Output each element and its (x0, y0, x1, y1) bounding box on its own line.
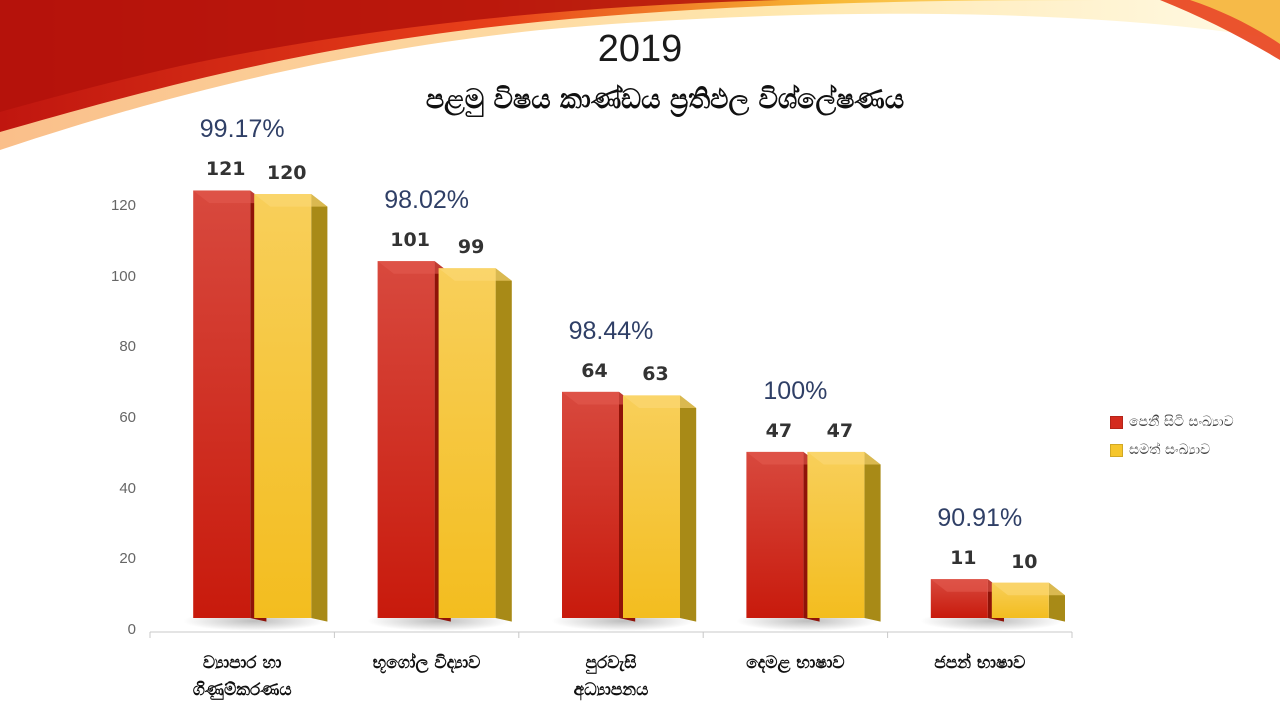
data-label: 10 (1011, 550, 1038, 573)
bar-pass (623, 395, 697, 622)
bar-pass-top (991, 582, 1065, 596)
bar-pass-side (311, 194, 328, 622)
bar-sat-front (193, 190, 251, 618)
data-label: 101 (390, 229, 430, 252)
bar-pass-top (623, 395, 697, 408)
legend: පෙනී සිටි සංඛ්‍යාව සමත් සංඛ්‍යාව (1110, 414, 1234, 470)
y-tick-label: 20 (119, 550, 136, 568)
category-label: භූගෝල විද්‍යාව (335, 650, 519, 677)
pass-rate-annotation: 99.17% (199, 115, 285, 144)
bar-pass-front (623, 395, 680, 618)
category-label: දෙමළ භාෂාව (703, 650, 887, 677)
data-label: 99 (457, 236, 485, 259)
pass-rate-annotation: 98.02% (384, 186, 469, 215)
bar-pass (991, 582, 1065, 622)
bar-sat-front (746, 451, 804, 618)
bar-pass-front (807, 451, 865, 618)
bar-pass-front (254, 194, 312, 618)
category-label-line: ගිණුම්කරණය (192, 680, 292, 701)
bar-pass (438, 268, 512, 622)
y-tick-label: 100 (110, 267, 136, 285)
data-label: 47 (826, 419, 854, 442)
y-tick-label: 80 (119, 338, 136, 356)
chart-title: 2019 (597, 28, 683, 70)
category-label: පුරවැසි අධ්‍යාපනය (519, 650, 703, 704)
data-label: 63 (642, 363, 669, 386)
data-label: 47 (765, 419, 793, 442)
category-label-line: අධ්‍යාපනය (573, 680, 649, 701)
bar-pass (254, 194, 328, 622)
category-label-line: භූගෝල විද්‍යාව (372, 653, 481, 673)
bar-sat-top (746, 451, 820, 465)
bar-sat-top (930, 579, 1004, 592)
bar-pass-side (495, 268, 512, 622)
data-label: 121 (205, 158, 246, 181)
bar-pass (807, 451, 881, 622)
category-label-line: පුරවැසි (585, 653, 637, 673)
pass-rate-annotation: 98.44% (568, 316, 654, 345)
chart-subtitle: පළමු විෂය කාණ්ඩය ප්‍රතිඵල විශ්ලේෂණය (425, 84, 905, 115)
category-label-line: දෙමළ භාෂාව (746, 653, 845, 673)
category-label-line: ව්‍යාපාර හා (202, 653, 282, 673)
category-label-line: ජපන් භාෂාව (934, 653, 1026, 673)
bar-pass-side (680, 395, 697, 622)
bar-sat-front (562, 391, 619, 618)
legend-label-sat: පෙනී සිටි සංඛ්‍යාව (1129, 414, 1234, 430)
data-label: 11 (950, 547, 977, 570)
category-label: ව්‍යාපාර හා ගිණුම්කරණය (150, 650, 334, 704)
bar-pass-side (864, 451, 881, 622)
pass-rate-annotation: 100% (763, 376, 828, 405)
legend-item-pass: සමත් සංඛ්‍යාව (1110, 442, 1234, 458)
legend-item-sat: පෙනී සිටි සංඛ්‍යාව (1110, 414, 1234, 430)
bar-pass-top (807, 451, 881, 465)
bar-pass-front (438, 268, 496, 618)
bar-sat-top (562, 391, 636, 405)
bar-sat-top (193, 190, 267, 204)
bar-sat-top (377, 261, 451, 274)
bar-pass-top (438, 268, 512, 281)
y-tick-label: 40 (119, 479, 136, 497)
bar-sat-front (377, 261, 435, 618)
legend-swatch-pass (1110, 443, 1123, 457)
pass-rate-annotation: 90.91% (937, 504, 1023, 533)
y-tick-label: 0 (127, 621, 136, 638)
y-tick-label: 120 (110, 197, 136, 214)
bar-pass-top (254, 194, 328, 207)
data-label: 120 (266, 162, 307, 184)
data-label: 64 (581, 359, 608, 382)
legend-label-pass: සමත් සංඛ්‍යාව (1129, 442, 1211, 458)
legend-swatch-sat (1110, 415, 1123, 429)
y-tick-label: 60 (119, 409, 136, 426)
category-label: ජපන් භාෂාව (888, 650, 1072, 677)
